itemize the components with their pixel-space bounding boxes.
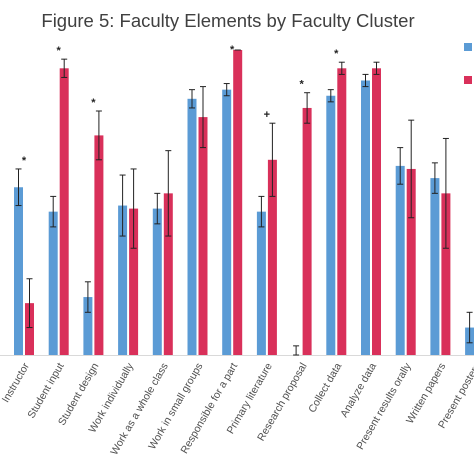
bar	[25, 303, 34, 355]
bar	[406, 168, 416, 355]
x-tick-label: Collect data	[306, 361, 344, 415]
bar	[118, 205, 128, 355]
bar	[337, 68, 347, 356]
bar	[267, 159, 277, 355]
bar	[430, 178, 440, 355]
significance-marker: *	[334, 48, 339, 60]
significance-marker: *	[230, 44, 235, 56]
significance-marker: +	[264, 109, 270, 121]
significance-marker: *	[57, 45, 62, 57]
significance-marker: *	[299, 79, 304, 91]
bar	[372, 68, 381, 356]
significance-marker: *	[22, 155, 27, 167]
chart-title: Figure 5: Faculty Elements by Faculty Cl…	[41, 10, 414, 31]
bar	[129, 208, 139, 355]
bar	[152, 208, 162, 355]
bar	[187, 98, 197, 356]
bar	[395, 165, 405, 355]
significance-marker: *	[91, 97, 96, 109]
bar	[59, 68, 69, 356]
bar	[94, 135, 104, 355]
legend-swatch	[464, 43, 472, 51]
bar	[361, 80, 370, 355]
bar	[83, 297, 93, 355]
bar	[222, 89, 232, 356]
bar	[326, 95, 336, 355]
legend-swatch	[464, 76, 472, 84]
bar	[198, 117, 208, 355]
bar	[163, 193, 173, 355]
bar	[441, 193, 451, 355]
bar	[256, 211, 266, 355]
bar	[48, 211, 58, 355]
x-tick-label: Student input	[25, 361, 66, 421]
bar	[14, 187, 23, 355]
bar	[233, 50, 243, 355]
x-tick-label: Instructor	[0, 360, 32, 404]
x-tick-label: Analyze data	[338, 361, 379, 420]
bar	[302, 107, 312, 355]
